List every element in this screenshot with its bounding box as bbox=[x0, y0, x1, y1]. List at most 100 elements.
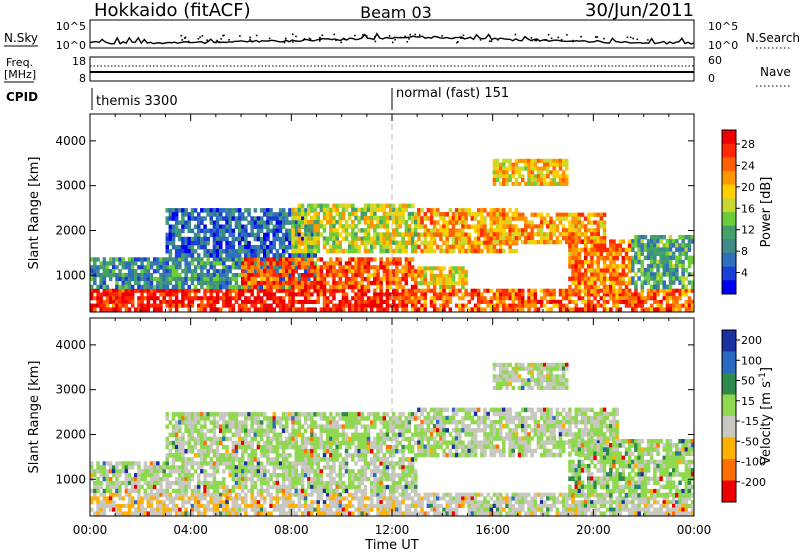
power-cell bbox=[653, 272, 657, 277]
power-cell bbox=[259, 269, 264, 274]
power-cell bbox=[354, 292, 358, 297]
power-cell bbox=[143, 280, 147, 286]
power-cell bbox=[495, 224, 500, 229]
noise-search-dot bbox=[319, 40, 321, 42]
power-cell bbox=[130, 269, 135, 274]
power-cell bbox=[668, 239, 673, 244]
power-cell bbox=[561, 303, 566, 308]
power-cell bbox=[174, 269, 179, 274]
velocity-cell bbox=[137, 473, 141, 478]
velocity-cell bbox=[344, 507, 349, 512]
power-cell bbox=[536, 240, 541, 245]
power-cell bbox=[234, 224, 239, 229]
power-cell bbox=[316, 244, 320, 250]
velocity-cell bbox=[137, 484, 141, 490]
power-cell bbox=[436, 296, 440, 301]
power-cell bbox=[659, 272, 663, 277]
power-cell bbox=[650, 247, 654, 252]
power-cell bbox=[178, 273, 182, 278]
power-cell bbox=[536, 212, 541, 217]
power-cell bbox=[300, 284, 305, 290]
power-cell bbox=[417, 299, 421, 304]
power-cell bbox=[105, 273, 110, 278]
power-cell bbox=[156, 296, 160, 301]
power-cell bbox=[200, 265, 204, 270]
velocity-cell bbox=[508, 503, 512, 508]
velocity-cell bbox=[495, 492, 500, 497]
power-cell bbox=[165, 292, 169, 297]
power-cell bbox=[643, 255, 648, 261]
power-cell bbox=[410, 248, 415, 254]
velocity-cell bbox=[212, 507, 217, 512]
power-cell bbox=[615, 276, 619, 282]
power-cell bbox=[146, 276, 151, 282]
power-cell bbox=[348, 248, 352, 254]
power-cell bbox=[480, 248, 484, 254]
power-cell bbox=[281, 299, 286, 304]
power-cell bbox=[596, 251, 600, 257]
velocity-cell bbox=[90, 461, 94, 466]
power-cell bbox=[392, 299, 396, 304]
velocity-cell bbox=[294, 511, 298, 516]
power-cell bbox=[423, 299, 427, 304]
power-cell bbox=[300, 240, 305, 245]
power-cell bbox=[577, 251, 582, 257]
power-cell bbox=[156, 288, 160, 293]
velocity-cell bbox=[454, 492, 459, 497]
power-cell bbox=[215, 249, 220, 254]
power-cell bbox=[360, 273, 364, 278]
power-cell bbox=[404, 292, 409, 297]
velocity-cell bbox=[508, 511, 512, 516]
velocity-cell bbox=[631, 507, 635, 512]
power-cell bbox=[291, 232, 295, 237]
power-cell bbox=[162, 257, 166, 262]
velocity-cell bbox=[590, 492, 594, 497]
power-cell bbox=[149, 284, 154, 290]
velocity-cell bbox=[178, 480, 182, 486]
power-cell bbox=[590, 256, 594, 261]
power-cell bbox=[291, 236, 295, 241]
power-cell bbox=[332, 240, 336, 245]
power-cell bbox=[451, 212, 456, 217]
power-cell bbox=[577, 296, 582, 301]
velocity-cell bbox=[115, 461, 119, 466]
velocity-data-layer bbox=[90, 362, 695, 516]
velocity-cell bbox=[436, 507, 440, 512]
power-cell bbox=[231, 261, 236, 266]
power-cell bbox=[256, 273, 261, 278]
power-cell bbox=[656, 288, 660, 293]
power-cell bbox=[310, 248, 314, 254]
power-cell bbox=[549, 224, 553, 229]
power-cell bbox=[571, 268, 575, 273]
power-cell bbox=[407, 215, 412, 221]
power-cell bbox=[665, 307, 670, 312]
velocity-cell bbox=[134, 477, 138, 482]
power-cell bbox=[335, 307, 339, 312]
power-cell bbox=[571, 307, 575, 312]
power-cell bbox=[420, 240, 424, 246]
power-colorbar-cell bbox=[722, 266, 736, 281]
velocity-cell bbox=[360, 511, 364, 516]
velocity-cell bbox=[536, 507, 541, 512]
power-cell bbox=[354, 303, 358, 308]
power-cell bbox=[121, 265, 125, 270]
power-cell bbox=[429, 208, 434, 213]
power-cell bbox=[546, 288, 550, 293]
power-cell bbox=[583, 280, 588, 286]
power-cell bbox=[329, 228, 333, 233]
power-cell bbox=[395, 280, 399, 286]
velocity-cell bbox=[168, 484, 173, 490]
power-cell bbox=[609, 284, 613, 290]
power-cell bbox=[366, 276, 371, 282]
power-cell bbox=[357, 228, 361, 233]
velocity-cell bbox=[278, 496, 283, 501]
power-cell bbox=[656, 292, 660, 297]
velocity-cell bbox=[231, 500, 236, 505]
power-cell bbox=[105, 307, 110, 312]
velocity-cell bbox=[502, 496, 506, 501]
velocity-cell bbox=[615, 511, 619, 516]
velocity-cell bbox=[149, 507, 154, 512]
power-cell bbox=[543, 166, 547, 171]
power-cell bbox=[577, 260, 582, 265]
velocity-cell bbox=[602, 511, 607, 516]
